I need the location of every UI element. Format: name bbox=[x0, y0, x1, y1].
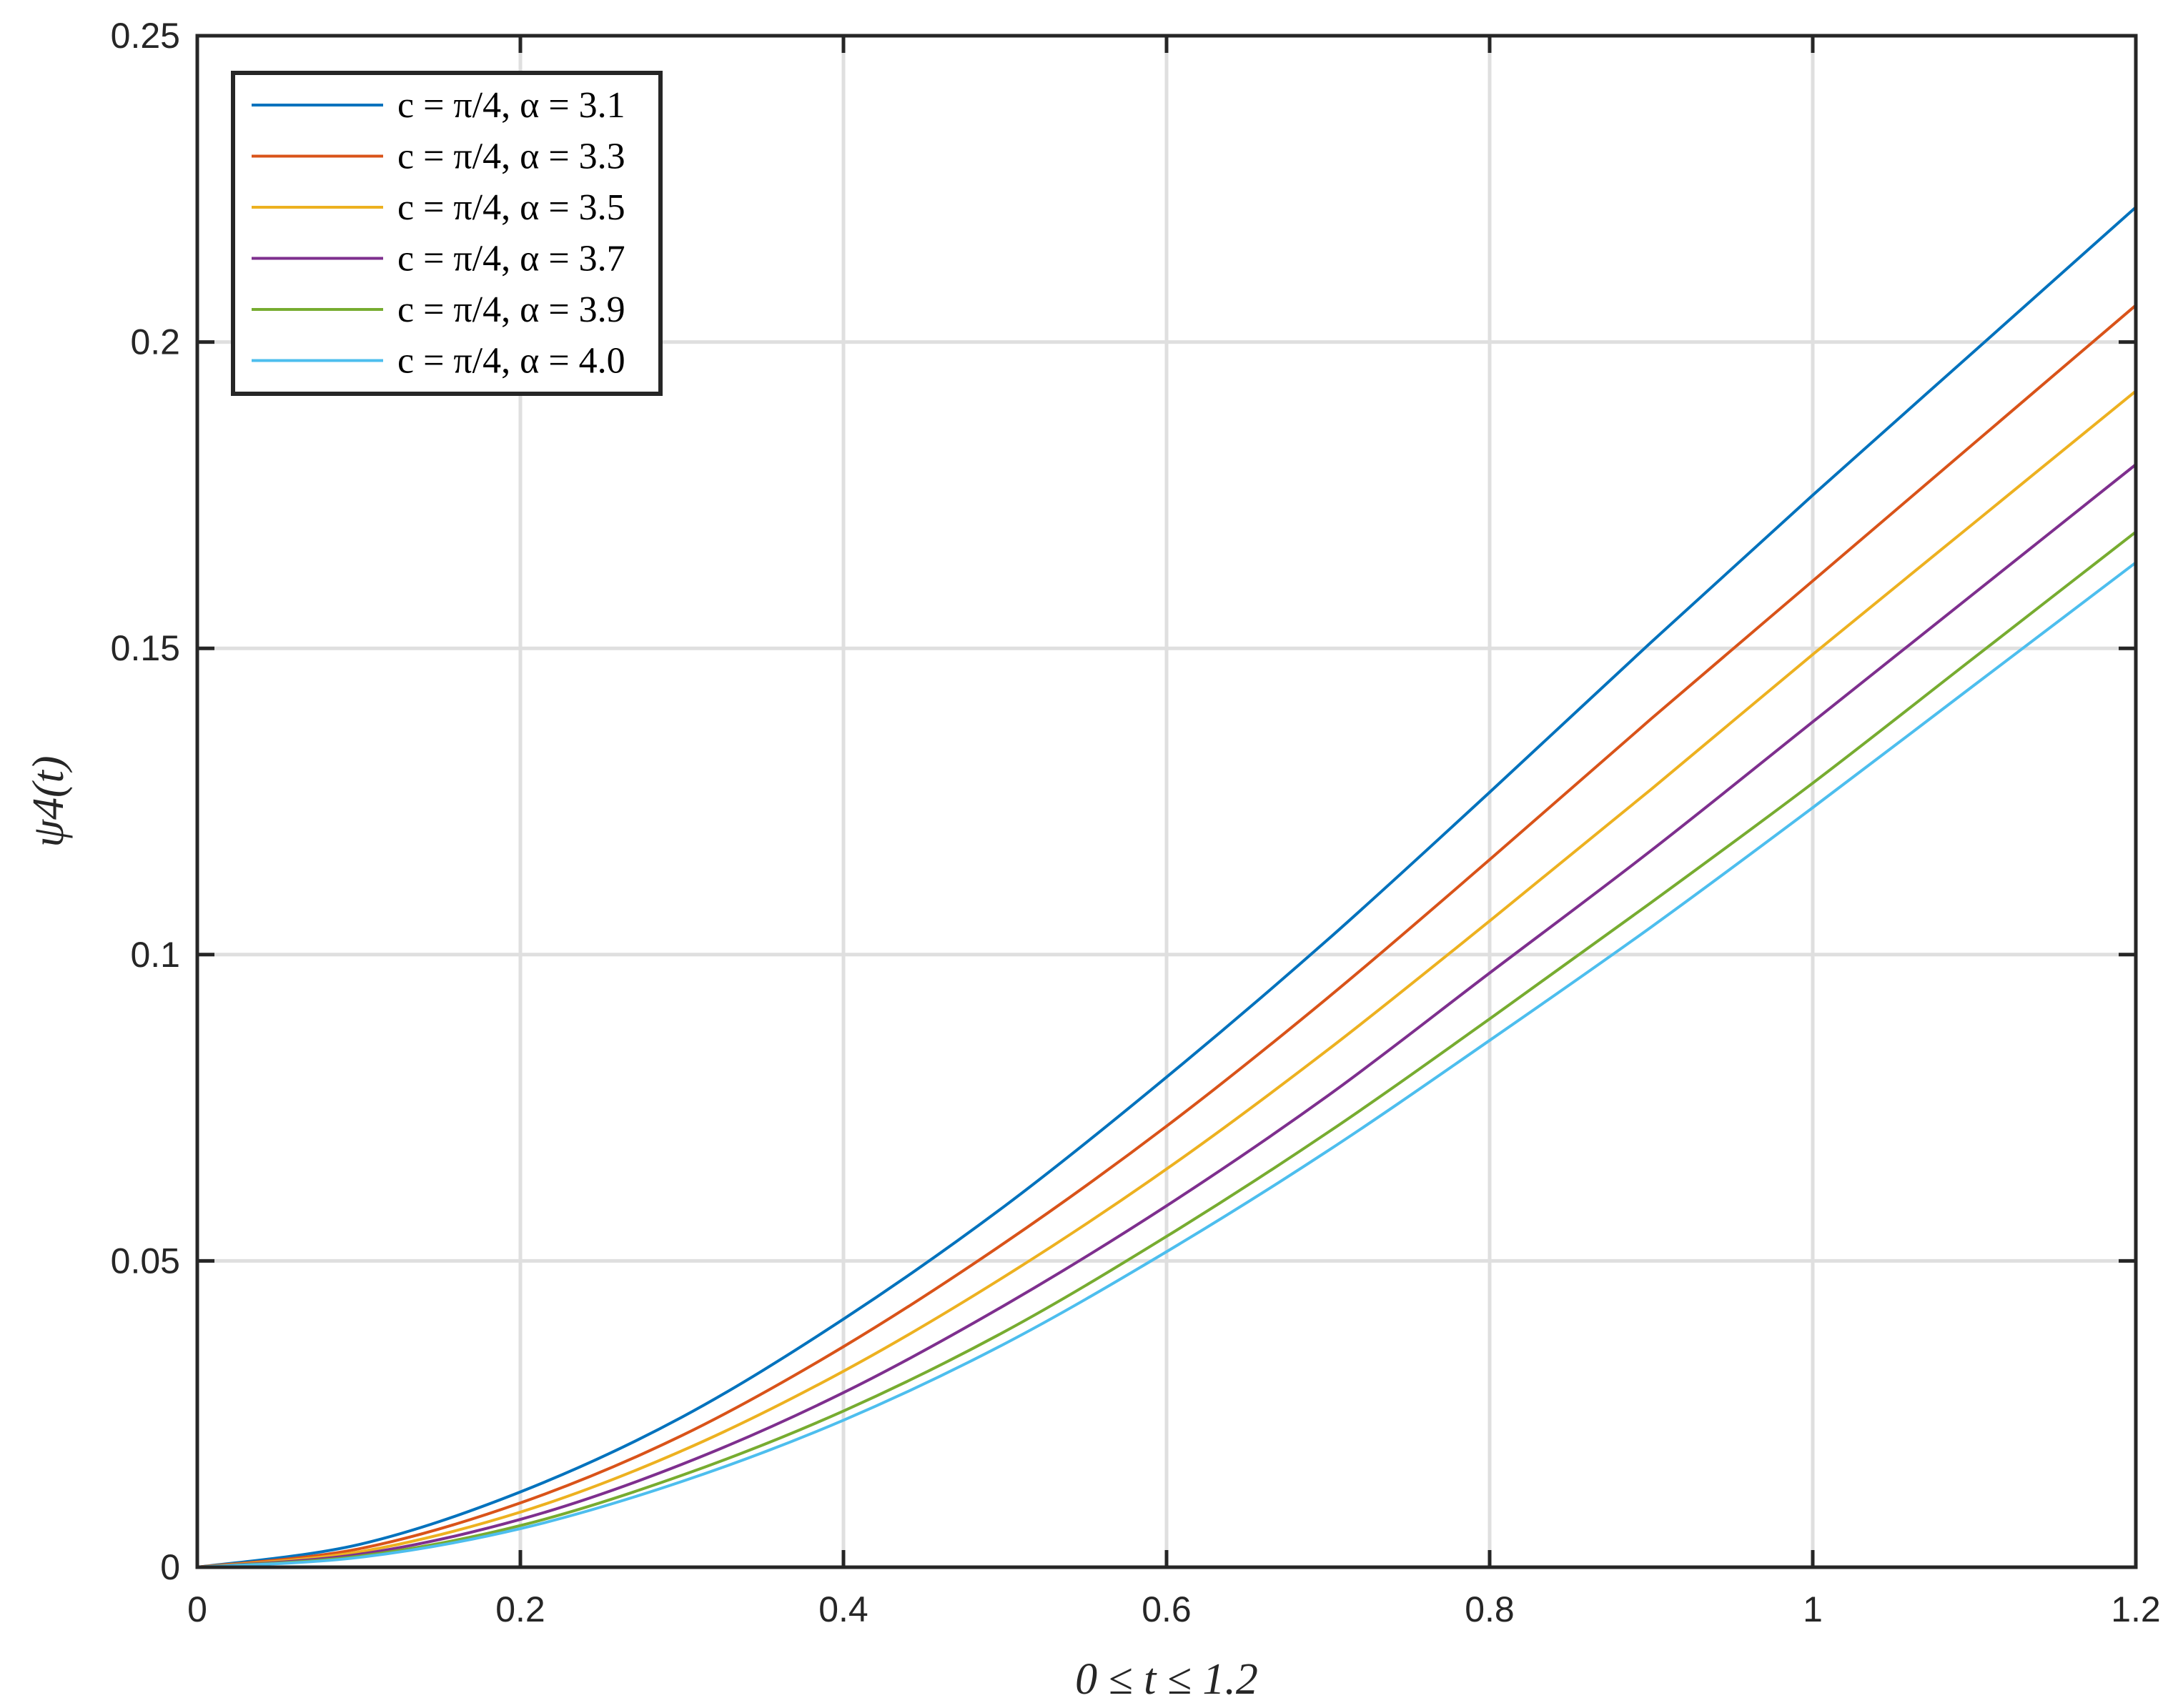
y-axis-label: ψ4(t) bbox=[24, 755, 73, 847]
legend-label: c = π/4, α = 4.0 bbox=[397, 341, 625, 382]
legend: c = π/4, α = 3.1 c = π/4, α = 3.3 c = π/4,… bbox=[231, 71, 663, 396]
series-line-4 bbox=[197, 463, 2137, 1569]
x-tick-label: 0.4 bbox=[818, 1589, 868, 1629]
y-tick-label: 0.1 bbox=[130, 935, 180, 975]
legend-label: c = π/4, α = 3.1 bbox=[397, 85, 625, 126]
series-line-6 bbox=[197, 561, 2137, 1569]
series-layer bbox=[197, 206, 2137, 1569]
legend-label: c = π/4, α = 3.5 bbox=[397, 187, 625, 228]
ticks bbox=[195, 34, 2138, 1569]
legend-label: c = π/4, α = 3.7 bbox=[397, 239, 625, 279]
series-line-3 bbox=[197, 389, 2137, 1569]
tick-labels: 0 0.2 0.4 0.6 0.8 1 1.2 0 0.05 0.1 0.15 0.2 0.25 bbox=[111, 16, 2161, 1629]
series-line-1 bbox=[197, 206, 2137, 1569]
x-tick-label: 0.6 bbox=[1142, 1589, 1192, 1629]
legend-box bbox=[231, 71, 663, 396]
x-tick-label: 0.8 bbox=[1465, 1589, 1515, 1629]
y-tick-label: 0.15 bbox=[111, 628, 180, 668]
legend-label: c = π/4, α = 3.9 bbox=[397, 289, 625, 330]
y-tick-label: 0.2 bbox=[130, 322, 180, 362]
y-tick-label: 0.05 bbox=[111, 1241, 180, 1281]
series-line-5 bbox=[197, 530, 2137, 1569]
legend-label: c = π/4, α = 3.3 bbox=[397, 136, 625, 177]
x-tick-label: 1 bbox=[1803, 1589, 1823, 1629]
y-tick-label: 0 bbox=[160, 1547, 180, 1587]
series-line-2 bbox=[197, 304, 2137, 1569]
x-axis-label: 0 ≤ t ≤ 1.2 bbox=[1075, 1655, 1258, 1704]
x-tick-label: 0 bbox=[187, 1589, 207, 1629]
x-tick-label: 1.2 bbox=[2111, 1589, 2161, 1629]
y-tick-label: 0.25 bbox=[111, 16, 180, 56]
x-tick-label: 0.2 bbox=[495, 1589, 545, 1629]
